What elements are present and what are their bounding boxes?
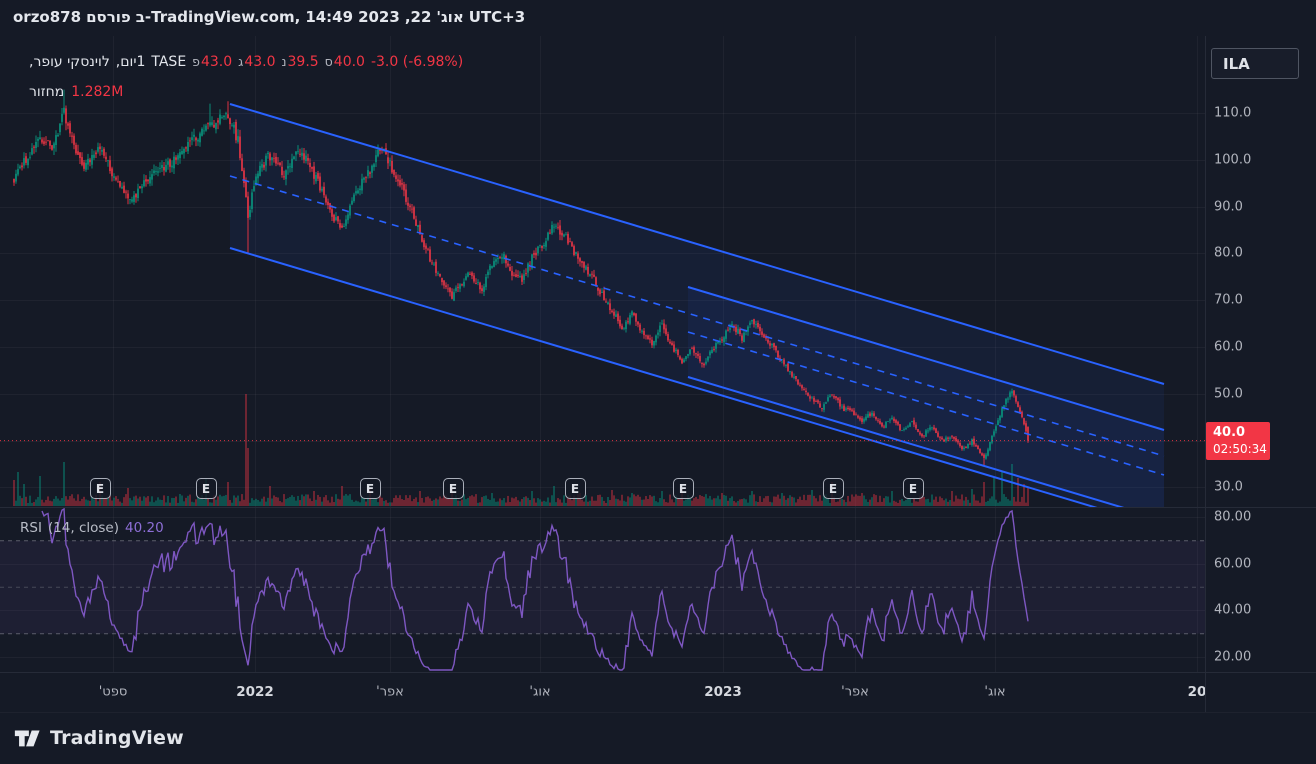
time-tick-label: אוג' <box>529 684 551 700</box>
exchange-label: TASE <box>151 54 187 70</box>
change-value: -3.0 (-6.98%) <box>370 54 464 70</box>
volume-legend[interactable]: מחזור 1.282M <box>29 84 123 100</box>
open-key: פ <box>192 54 200 69</box>
earnings-marker[interactable]: E <box>564 478 586 499</box>
symbol-ticker: ILA <box>1223 54 1250 73</box>
high-value: ג 43.0 <box>238 54 276 70</box>
publisher-username: orzo878 <box>13 8 82 26</box>
tradingview-brand-text[interactable]: TradingView <box>50 727 184 749</box>
publish-header: orzo878 פורסם ב-TradingView.com, 14:49 2… <box>13 8 525 26</box>
earnings-marker[interactable]: E <box>359 478 381 499</box>
open-value: פ 43.0 <box>192 54 233 70</box>
time-axis[interactable]: ספט' 2022 אפר' אוג' 2023 אפר' אוג' 20 <box>0 672 1205 712</box>
earnings-marker[interactable]: E <box>195 478 217 499</box>
price-tick-label: 80.0 <box>1214 245 1243 261</box>
price-tick-label: 70.0 <box>1214 292 1243 308</box>
publish-timezone: UTC+3 <box>468 8 526 26</box>
time-tick-label: אוג' <box>984 684 1006 700</box>
rsi-value: 40.20 <box>125 520 164 536</box>
publish-year: 2023 <box>358 8 400 26</box>
rsi-legend[interactable]: RSI (14, close) 40.20 <box>20 520 164 536</box>
current-price-label: 40.0 02:50:34 <box>1206 422 1270 460</box>
symbol-description[interactable]: לוינסקי עופר, <box>29 54 110 70</box>
earnings-marker[interactable]: E <box>89 478 111 499</box>
price-tick-label: 100.0 <box>1214 152 1252 168</box>
footer: TradingView <box>0 712 1316 764</box>
trend-channels[interactable] <box>229 103 1165 528</box>
publish-month: אוג' <box>436 8 464 26</box>
volume-value: 1.282M <box>71 84 124 100</box>
symbol-search-box[interactable]: ILA <box>1211 48 1299 79</box>
time-tick-label: ספט' <box>98 684 128 700</box>
time-tick-label: 20 <box>1187 684 1205 700</box>
earnings-marker[interactable]: E <box>902 478 924 499</box>
price-tick-label: 60.0 <box>1214 339 1243 355</box>
low-key: נ <box>281 54 287 69</box>
symbol-legend[interactable]: לוינסקי עופר, 1יום, TASE פ 43.0 ג 43.0 נ 39… <box>29 54 463 70</box>
price-tick-label: 50.0 <box>1214 386 1243 402</box>
time-tick-label: אפר' <box>376 684 404 700</box>
rsi-line <box>41 507 1029 671</box>
high-key: ג <box>238 54 244 69</box>
price-tick-label: 110.0 <box>1214 105 1252 121</box>
pane-separators <box>0 36 1316 713</box>
time-tick-label: 2023 <box>704 684 742 700</box>
interval-label[interactable]: 1יום, <box>115 54 146 70</box>
rsi-tick-label: 40.00 <box>1214 602 1252 618</box>
time-tick-label: אפר' <box>841 684 869 700</box>
rsi-title[interactable]: RSI <box>20 520 42 536</box>
earnings-marker[interactable]: E <box>822 478 844 499</box>
volume-layer <box>13 394 1029 506</box>
publish-day: ,22 <box>404 8 432 26</box>
published-site: ב-TradingView.com, <box>135 8 301 26</box>
close-value: ס 40.0 <box>324 54 365 70</box>
bar-countdown-timer: 02:50:34 <box>1213 442 1267 456</box>
channel-fills <box>230 104 1164 507</box>
close-key: ס <box>324 54 333 69</box>
time-tick-label: 2022 <box>236 684 274 700</box>
price-tick-label: 90.0 <box>1214 199 1243 215</box>
grid-layer <box>0 36 1205 672</box>
rsi-params: (14, close) <box>47 520 120 536</box>
rsi-tick-label: 20.00 <box>1214 649 1252 665</box>
candles-layer <box>13 89 1029 467</box>
earnings-marker[interactable]: E <box>442 478 464 499</box>
rsi-tick-label: 60.00 <box>1214 556 1252 572</box>
current-price-value: 40.0 <box>1213 425 1246 440</box>
price-scale[interactable]: ILA 110.0 100.0 90.0 80.0 70.0 60.0 50.0 40.0 30… <box>1205 36 1316 712</box>
published-word: פורסם <box>86 8 131 26</box>
volume-label[interactable]: מחזור <box>29 84 65 100</box>
earnings-marker[interactable]: E <box>672 478 694 499</box>
rsi-pane <box>0 507 1205 671</box>
rsi-tick-label: 80.00 <box>1214 509 1252 525</box>
publish-time: 14:49 <box>305 8 354 26</box>
low-value: נ 39.5 <box>281 54 319 70</box>
price-tick-label: 30.0 <box>1214 479 1243 495</box>
tradingview-logo-icon[interactable] <box>13 724 41 752</box>
